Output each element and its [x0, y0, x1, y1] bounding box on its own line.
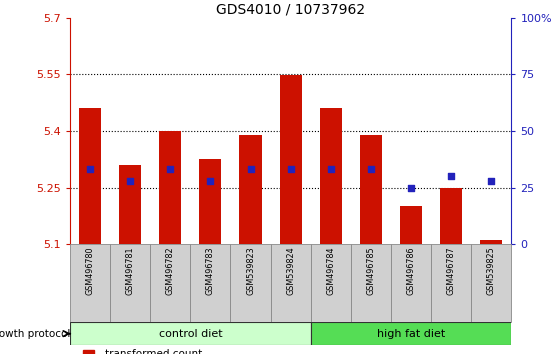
Bar [150, 244, 190, 322]
Point [286, 167, 295, 172]
Text: transformed count: transformed count [105, 349, 202, 354]
Point [367, 167, 376, 172]
Point [406, 185, 415, 190]
Point [126, 178, 135, 184]
Point [86, 167, 94, 172]
Bar [320, 108, 342, 244]
Bar [360, 135, 382, 244]
Text: GSM496782: GSM496782 [165, 247, 175, 295]
Bar [400, 206, 422, 244]
Point [206, 178, 215, 184]
Title: GDS4010 / 10737962: GDS4010 / 10737962 [216, 2, 365, 17]
Text: growth protocol: growth protocol [0, 329, 70, 339]
Text: GSM496781: GSM496781 [126, 247, 135, 295]
Text: GSM496783: GSM496783 [206, 247, 215, 295]
Bar [280, 75, 302, 244]
Text: GSM496784: GSM496784 [326, 247, 335, 295]
Bar [190, 244, 230, 322]
Bar [119, 165, 141, 244]
Bar [271, 244, 311, 322]
Bar [480, 240, 503, 244]
Bar [70, 244, 110, 322]
Text: GSM539825: GSM539825 [487, 247, 496, 295]
Bar [70, 322, 311, 345]
Text: GSM496787: GSM496787 [447, 247, 456, 295]
Text: GSM539824: GSM539824 [286, 247, 295, 295]
Bar [83, 350, 94, 354]
Text: control diet: control diet [159, 329, 222, 339]
Bar [351, 244, 391, 322]
Bar [440, 188, 462, 244]
Bar [471, 244, 511, 322]
Bar [311, 322, 511, 345]
Point [326, 167, 335, 172]
Point [246, 167, 255, 172]
Bar [311, 244, 351, 322]
Point [166, 167, 175, 172]
Text: GSM539823: GSM539823 [246, 247, 255, 295]
Point [447, 173, 456, 179]
Text: GSM496780: GSM496780 [86, 247, 94, 295]
Bar [391, 244, 431, 322]
Text: high fat diet: high fat diet [377, 329, 446, 339]
Bar [110, 244, 150, 322]
Bar [79, 108, 101, 244]
Bar [431, 244, 471, 322]
Bar [230, 244, 271, 322]
Bar [159, 131, 181, 244]
Bar [200, 159, 221, 244]
Point [487, 178, 496, 184]
Text: GSM496786: GSM496786 [406, 247, 416, 295]
Text: GSM496785: GSM496785 [367, 247, 376, 295]
Bar [239, 135, 262, 244]
